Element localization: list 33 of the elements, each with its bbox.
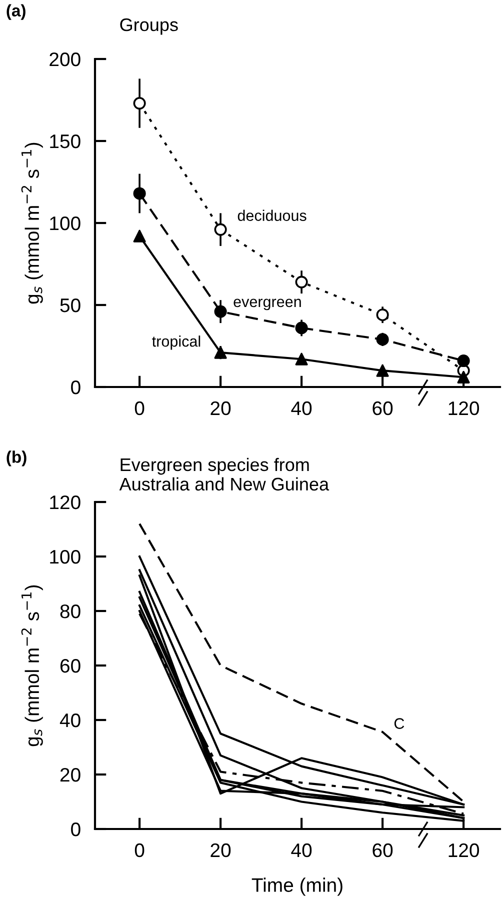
series-label: evergreen <box>234 298 301 310</box>
y-tick-label: 200 <box>50 52 80 66</box>
x-tick-label: 120 <box>448 401 480 416</box>
x-tick-label: 20 <box>210 843 231 858</box>
y-tick-label: 120 <box>50 495 80 510</box>
x-tick-label: 40 <box>291 401 312 416</box>
chart-title: Evergreen species from Australia and New Guinea <box>119 458 330 491</box>
y-tick-label: 0 <box>71 822 80 836</box>
x-axis-title: Time (min) <box>252 878 342 896</box>
text: (b) <box>6 450 26 466</box>
y-tick-label: 50 <box>60 298 80 312</box>
y-tick-label: 0 <box>71 380 80 394</box>
y-tick-label: 60 <box>60 658 80 673</box>
x-tick-label: 20 <box>210 401 231 416</box>
series-label: tropical <box>152 336 200 350</box>
text: (a) <box>6 4 26 20</box>
y-tick-label: 150 <box>50 134 80 148</box>
x-tick-label: 40 <box>291 843 312 858</box>
x-tick-label: 60 <box>372 401 393 416</box>
y-tick-label: 20 <box>60 768 80 782</box>
x-tick-label: 120 <box>448 843 480 858</box>
series-label: C <box>394 718 404 729</box>
series-label: deciduous <box>238 210 306 221</box>
y-tick-label: 100 <box>50 550 80 564</box>
y-tick-label: 40 <box>60 713 80 728</box>
y-axis-title: g$_{s}$ (mmol m$^{−2}$ s$^{−1}$) <box>21 585 43 746</box>
x-tick-label: 0 <box>134 843 144 858</box>
x-tick-label: 0 <box>134 401 144 416</box>
y-axis-title: g$_{s}$ (mmol m$^{−2}$ s$^{−1}$) <box>21 142 43 304</box>
y-tick-label: 100 <box>50 216 80 230</box>
chart-title: Groups <box>120 18 178 35</box>
y-tick-label: 80 <box>60 604 80 618</box>
x-tick-label: 60 <box>372 843 393 858</box>
